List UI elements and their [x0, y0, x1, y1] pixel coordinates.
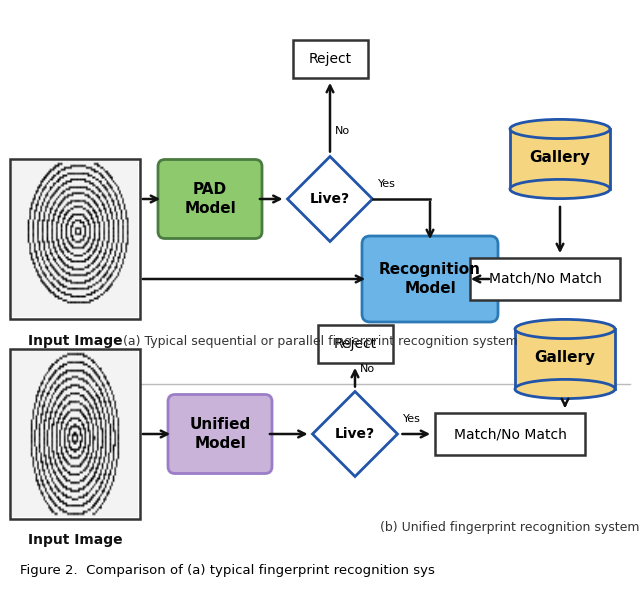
Ellipse shape — [510, 180, 610, 198]
Text: (b) Unified fingerprint recognition system: (b) Unified fingerprint recognition syst… — [380, 521, 639, 534]
Bar — [435, 413, 585, 455]
Text: Yes: Yes — [378, 179, 396, 189]
Ellipse shape — [510, 120, 610, 138]
Bar — [10, 159, 140, 319]
Text: No: No — [335, 127, 350, 137]
Text: Input Image: Input Image — [28, 334, 122, 348]
Text: Input Image: Input Image — [28, 533, 122, 547]
Text: Match/No Match: Match/No Match — [454, 427, 566, 441]
Text: PAD
Model: PAD Model — [184, 182, 236, 216]
FancyBboxPatch shape — [158, 160, 262, 239]
Polygon shape — [312, 392, 397, 477]
Text: (a) Typical sequential or parallel fingerprint recognition system: (a) Typical sequential or parallel finge… — [123, 335, 517, 348]
Text: Live?: Live? — [335, 427, 375, 441]
Text: Yes: Yes — [403, 414, 420, 424]
Bar — [317, 325, 392, 363]
FancyBboxPatch shape — [168, 395, 272, 474]
Bar — [515, 329, 615, 389]
Text: Figure 2.  Comparison of (a) typical fingerprint recognition sys: Figure 2. Comparison of (a) typical fing… — [20, 564, 435, 577]
Text: Recognition
Model: Recognition Model — [379, 262, 481, 296]
Bar — [292, 40, 367, 78]
FancyBboxPatch shape — [362, 236, 498, 322]
Ellipse shape — [515, 319, 615, 339]
Text: Reject: Reject — [333, 337, 376, 351]
Text: Reject: Reject — [308, 52, 351, 66]
Text: Live?: Live? — [310, 192, 350, 206]
Bar — [10, 349, 140, 519]
Polygon shape — [287, 157, 372, 241]
Ellipse shape — [515, 379, 615, 399]
Text: No: No — [360, 365, 375, 375]
Bar — [510, 129, 610, 189]
Text: Unified
Model: Unified Model — [189, 417, 251, 451]
Bar — [470, 258, 620, 300]
Text: Gallery: Gallery — [529, 150, 591, 165]
Text: Match/No Match: Match/No Match — [488, 272, 602, 286]
Text: Gallery: Gallery — [534, 350, 595, 365]
